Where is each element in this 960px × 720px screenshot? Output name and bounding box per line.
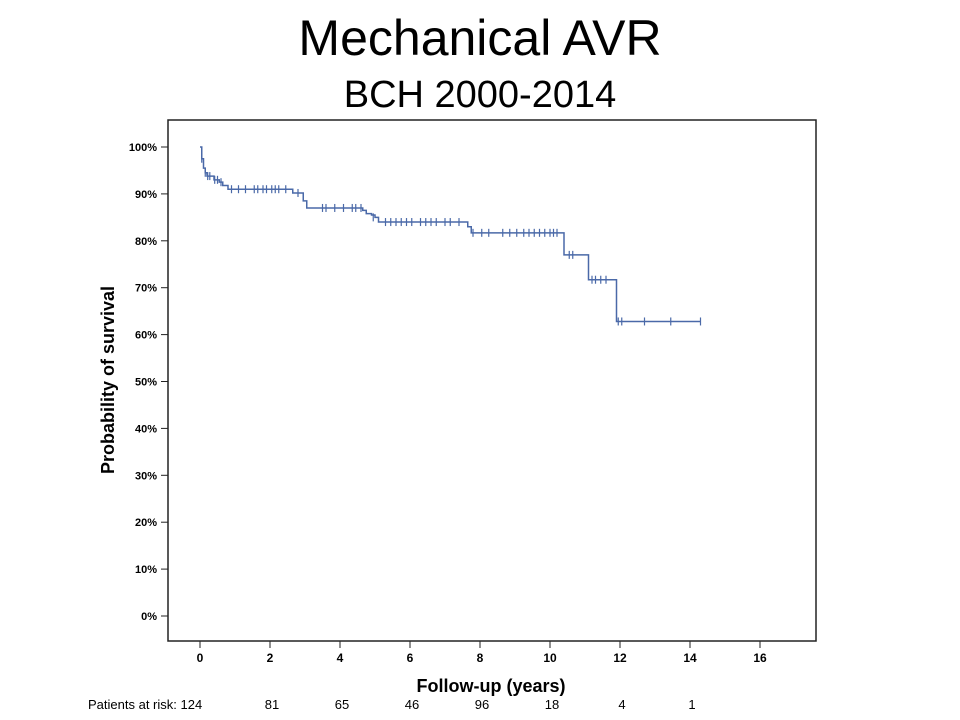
- x-tick-label: 4: [337, 651, 344, 665]
- y-tick-label: 10%: [135, 564, 157, 576]
- risk-value: 18: [544, 697, 560, 712]
- slide-subtitle: BCH 2000-2014: [343, 74, 617, 116]
- x-tick-label: 6: [407, 651, 414, 665]
- x-tick-label: 14: [683, 651, 697, 665]
- x-tick-label: 2: [267, 651, 274, 665]
- x-tick-label: 0: [197, 651, 204, 665]
- patients-at-risk-label: Patients at risk: 124: [88, 697, 203, 712]
- x-axis: 0 2 4 6 8 10 12 14 16: [197, 641, 767, 665]
- x-tick-label: 16: [753, 651, 767, 665]
- x-axis-label: Follow-up (years): [416, 676, 565, 696]
- patients-at-risk-row: Patients at risk: 124 81 65 46 96 18 4 1: [0, 697, 960, 717]
- y-tick-label: 100%: [129, 142, 157, 154]
- y-tick-label: 60%: [135, 330, 157, 342]
- y-tick-label: 50%: [135, 377, 157, 389]
- x-tick-label: 10: [543, 651, 557, 665]
- y-tick-label: 40%: [135, 423, 157, 435]
- survival-curve: [200, 146, 701, 323]
- risk-value: 46: [404, 697, 420, 712]
- risk-value: 1: [688, 697, 696, 712]
- risk-value: 81: [264, 697, 280, 712]
- plot-frame: [167, 119, 817, 642]
- slide-title: Mechanical AVR: [298, 10, 662, 66]
- y-tick-label: 90%: [135, 189, 157, 201]
- y-tick-label: 20%: [135, 517, 157, 529]
- y-axis-label: Probability of survival: [98, 286, 118, 474]
- y-tick-label: 70%: [135, 283, 157, 295]
- y-tick-label: 0%: [141, 611, 157, 623]
- risk-value: 96: [474, 697, 490, 712]
- censor-marks: [201, 154, 702, 326]
- y-tick-label: 80%: [135, 236, 157, 248]
- x-tick-label: 8: [477, 651, 484, 665]
- x-tick-label: 12: [613, 651, 627, 665]
- risk-value: 65: [334, 697, 350, 712]
- y-tick-label: 30%: [135, 470, 157, 482]
- risk-value: 4: [618, 697, 626, 712]
- y-axis: 0% 10% 20% 30% 40% 50% 60% 70% 80% 90% 100%: [129, 142, 168, 623]
